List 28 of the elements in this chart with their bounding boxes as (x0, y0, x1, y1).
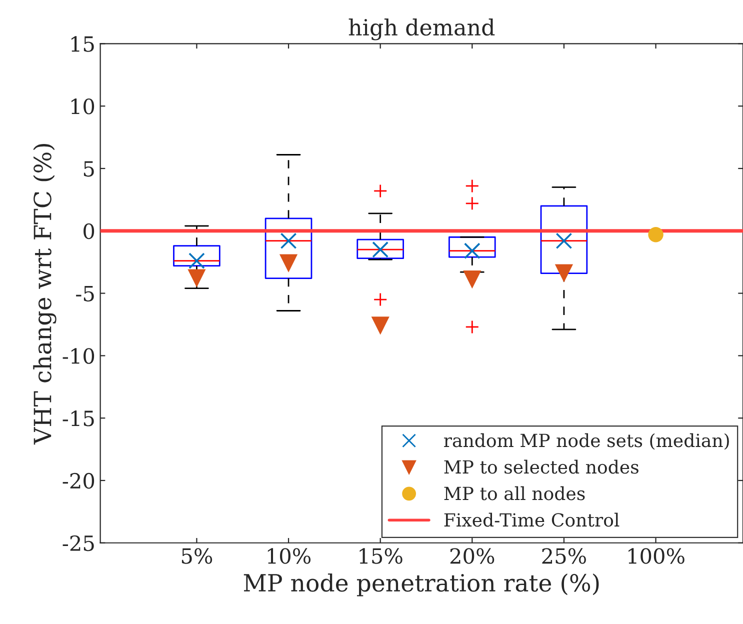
y-tick-label: 0 (84, 223, 94, 240)
y-tick-label: -25 (62, 535, 94, 552)
y-tick-label: -5 (76, 286, 94, 302)
x-tick-label: 15% (360, 548, 402, 564)
x-axis-title: MP node penetration rate (%) (244, 573, 599, 596)
legend-label: MP to selected nodes (444, 460, 638, 474)
y-tick-label: -20 (62, 472, 94, 489)
y-tick-label: 10 (71, 98, 94, 114)
x-tick-label: 10% (268, 548, 311, 564)
point (188, 269, 206, 288)
y-tick-label: 5 (84, 161, 94, 177)
point (371, 316, 390, 335)
point (463, 270, 482, 289)
legend-label: MP to all nodes (444, 486, 585, 500)
x-tick-label: 5% (182, 548, 212, 564)
point (556, 232, 572, 250)
legend-label: Fixed-Time Control (444, 512, 620, 527)
x-tick-label: 25% (542, 548, 586, 564)
point (554, 264, 574, 282)
point (279, 254, 298, 272)
x-tick-label: 100% (628, 548, 684, 564)
chart-title: high demand (348, 18, 495, 40)
legend-label: random MP node sets (median) (444, 433, 729, 450)
x-tick-label: 20% (450, 548, 494, 564)
y-tick-label: -15 (62, 410, 94, 426)
y-axis-title: VHT change wrt FTC (%) (33, 144, 56, 445)
y-tick-label: 15 (71, 36, 94, 52)
y-tick-label: -10 (62, 348, 94, 364)
